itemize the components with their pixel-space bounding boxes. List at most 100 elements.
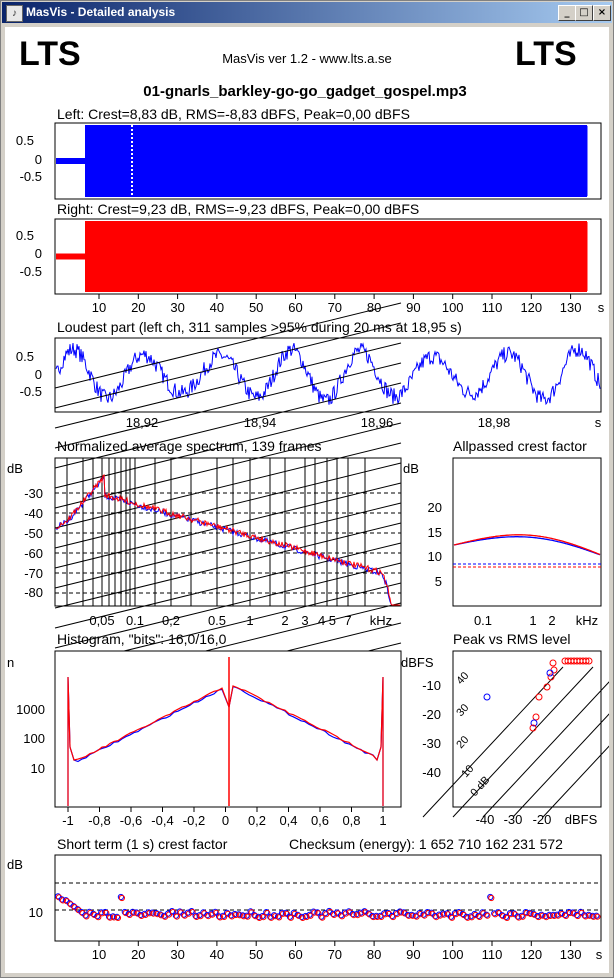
spectrum-slope-line <box>54 482 402 569</box>
peak-rms-point <box>546 669 554 677</box>
crest-point-right <box>256 914 263 922</box>
right-waveform-ticks: 0.5 0 -0.5 <box>16 228 42 279</box>
crest-ytick: 15 <box>428 525 442 540</box>
spectrum-slope-line <box>54 562 402 649</box>
histogram-curve <box>67 676 384 806</box>
crest-point-left <box>326 907 333 915</box>
crest-point-right <box>346 909 353 916</box>
crest-point-right <box>562 912 570 920</box>
loudest-yticks: 0.5 0 -0.5 <box>16 349 42 399</box>
spectrum-slope-line <box>54 342 402 429</box>
crest-point-left <box>54 893 62 900</box>
crest-curves <box>453 534 601 568</box>
peak-rms-unit: dBFS <box>565 812 598 827</box>
spectrum-xtick: 2 <box>281 613 288 628</box>
crest-point-right <box>221 913 228 921</box>
crest-point-right <box>409 912 416 919</box>
crest-point-right <box>276 914 283 921</box>
loudest-ytick: 0 <box>35 367 42 382</box>
crest-point-left <box>117 893 125 901</box>
maximize-button[interactable]: □ <box>575 5 593 21</box>
crest-point-left <box>263 909 270 916</box>
loudest-part-title: Loudest part (left ch, 311 samples >95% … <box>57 319 462 335</box>
histogram-xtick: 0,8 <box>342 813 360 828</box>
histogram-xtick: -0,2 <box>183 813 205 828</box>
analysis-canvas: LTS LTS MasVis ver 1.2 - www.lts.a.se 01… <box>5 27 614 973</box>
crest-point-left <box>168 908 176 915</box>
crest-point-right <box>319 914 326 921</box>
crest-point-left <box>447 913 455 920</box>
peak-rms-ytick: -30 <box>422 736 441 751</box>
crest-point-right <box>547 912 554 920</box>
peak-rms-point <box>547 673 555 681</box>
crest-point-left <box>487 893 494 901</box>
histogram-xtick: 0,2 <box>248 813 266 828</box>
short-term-xtick: 50 <box>249 947 263 962</box>
short-term-unit: s <box>596 947 603 962</box>
time-tick-label: 70 <box>328 300 342 315</box>
time-tick-label: 30 <box>170 300 184 315</box>
left-ytick: 0 <box>35 152 42 167</box>
spectrum-slope-line <box>54 522 402 609</box>
peak-rms-diagonal <box>452 666 594 818</box>
peak-rms-diagonal <box>422 666 564 818</box>
crest-point-right <box>287 914 294 921</box>
crest-point-right <box>154 911 161 918</box>
spectrum-slope-line <box>54 362 402 449</box>
lts-logo-left: LTS <box>19 35 81 73</box>
histogram-xtick: 1 <box>379 813 386 828</box>
crest-point-left <box>78 909 85 916</box>
crest-point-left <box>243 912 250 919</box>
crest-point-left <box>176 908 183 915</box>
waveform-spikes <box>490 221 588 292</box>
close-button[interactable]: × <box>593 5 611 21</box>
crest-point-left <box>416 910 423 917</box>
histogram-xtick: 0,4 <box>279 813 297 828</box>
right-waveform <box>56 221 588 292</box>
crest-ytick: 5 <box>435 574 442 589</box>
crest-point-right <box>311 909 318 916</box>
minimize-button[interactable]: _ <box>558 5 576 21</box>
short-term-xtick: 100 <box>442 947 464 962</box>
short-term-xtick: 110 <box>482 947 503 962</box>
spectrum-ytick: -60 <box>24 546 43 561</box>
crest-ylabel: dB <box>403 461 419 476</box>
spectrum-xtick: 1 <box>246 613 253 628</box>
loudest-unit: s <box>595 415 602 430</box>
spectrum-slope-line <box>54 322 402 409</box>
masvis-app-icon[interactable]: ♪ <box>6 5 23 22</box>
short-term-xtick: 40 <box>210 947 224 962</box>
histogram-xtick: -0,6 <box>120 813 142 828</box>
crest-point-right <box>279 910 287 917</box>
spectrum-slope-line <box>54 462 402 549</box>
right-ytick: 0 <box>35 246 42 261</box>
peak-rms-point <box>543 683 551 691</box>
crest-point-right <box>507 911 515 918</box>
crest-point-right <box>582 913 589 920</box>
crest-point-left <box>495 909 502 916</box>
left-ytick: -0.5 <box>20 169 42 184</box>
left-channel-title: Left: Crest=8,83 dB, RMS=-8,83 dBFS, Pea… <box>57 106 410 122</box>
histogram-curves <box>67 657 384 806</box>
crest-point-right <box>95 914 102 921</box>
spectrum-curve <box>55 473 400 606</box>
peak-rms-ytick: -20 <box>422 707 441 722</box>
title-bar[interactable]: ♪ MasVis - Detailed analysis _ □ × <box>2 2 612 23</box>
histogram-ytick: 10 <box>31 761 45 776</box>
crest-point-right <box>334 910 342 917</box>
crest-point-left <box>306 911 313 918</box>
crest-point-right <box>107 914 114 921</box>
histogram-xtick: 0,6 <box>311 813 329 828</box>
crest-point-left <box>275 913 282 920</box>
short-term-ylabel: dB <box>7 857 23 872</box>
right-channel-title: Right: Crest=9,23 dB, RMS=-9,23 dBFS, Pe… <box>57 201 419 217</box>
histogram-xtick: -0,4 <box>151 813 173 828</box>
crest-point-right <box>173 913 180 920</box>
histogram-frame <box>54 650 402 808</box>
spectrum-curves <box>55 473 400 606</box>
crest-ytick: 20 <box>428 500 442 515</box>
spectrum-slope-line <box>54 502 402 589</box>
spectrum-xtick: 3 <box>301 613 308 628</box>
crest-point-right <box>252 913 259 920</box>
crest-point-left <box>271 912 278 919</box>
